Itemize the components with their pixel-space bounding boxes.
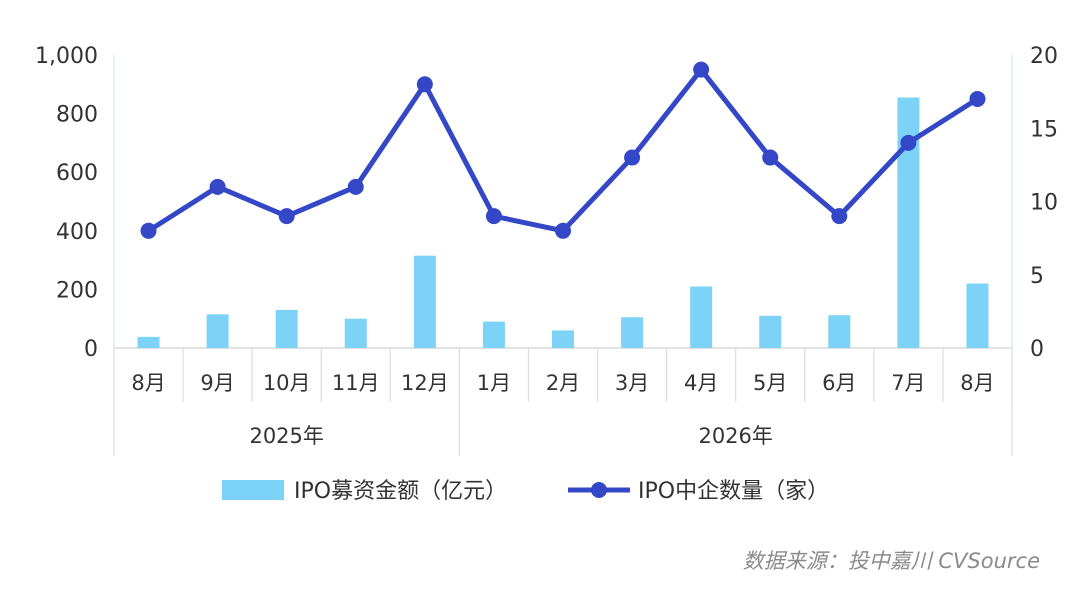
bar-series (137, 97, 989, 348)
line-point (347, 178, 364, 195)
y-left-tick-label: 400 (56, 220, 98, 245)
legend-line-marker (591, 482, 607, 498)
line-point (624, 149, 641, 166)
line-point (693, 61, 710, 78)
category-label: 3月 (615, 371, 649, 395)
group-label: 2026年 (698, 424, 772, 448)
y-right-tick-label: 20 (1030, 44, 1058, 69)
category-label: 8月 (960, 371, 994, 395)
legend: IPO募资金额（亿元） IPO中企数量（家） (222, 479, 829, 504)
y-right-tick-label: 15 (1030, 117, 1058, 142)
y-right-tick-label: 10 (1030, 191, 1058, 216)
category-axis: 8月 9月 10月 11月 12月 1月 2月 3月 4月 5月 6月 7月 8月 2025年 2026年 (113, 348, 1013, 456)
bar (621, 317, 644, 348)
bar (690, 286, 713, 348)
group-label: 2025年 (249, 424, 323, 448)
category-label: 12月 (401, 371, 449, 395)
category-label: 7月 (891, 371, 925, 395)
bar (137, 336, 160, 348)
line-point (209, 178, 226, 195)
y-left-tick-label: 800 (56, 103, 98, 128)
source-note: 数据来源：投中嘉川 CVSource (742, 549, 1040, 573)
legend-bar-swatch (222, 480, 284, 500)
line-series (140, 61, 986, 239)
category-label: 10月 (263, 371, 311, 395)
category-label: 11月 (332, 371, 380, 395)
bar (344, 318, 367, 348)
category-label: 5月 (753, 371, 787, 395)
line-point (485, 208, 502, 225)
category-label: 9月 (200, 371, 234, 395)
y-right-tick-label: 0 (1030, 337, 1044, 362)
bar (759, 315, 782, 348)
line-point (762, 149, 779, 166)
category-label: 6月 (822, 371, 856, 395)
bar (206, 314, 229, 348)
line-point (278, 208, 295, 225)
line-point (555, 222, 571, 239)
line-point (969, 90, 986, 107)
bar (897, 97, 920, 348)
y-left-tick-label: 600 (56, 161, 98, 186)
bar (828, 315, 851, 348)
series-line (146, 67, 980, 234)
category-label: 8月 (131, 371, 165, 395)
bar (482, 321, 505, 348)
bar (552, 330, 574, 348)
y-left-tick-label: 1,000 (35, 44, 98, 69)
category-label: 4月 (684, 371, 718, 395)
y-left-tick-label: 0 (84, 337, 98, 362)
category-label: 2月 (546, 371, 580, 395)
line-point (900, 134, 917, 151)
legend-line-label: IPO中企数量（家） (638, 479, 829, 504)
line-point (140, 222, 157, 239)
line-point (416, 76, 433, 93)
bar (275, 309, 298, 348)
bar (413, 255, 436, 348)
line-point (831, 208, 848, 225)
axes: 0 200 400 600 800 1,000 0 5 10 15 20 (35, 44, 1058, 362)
category-label: 1月 (477, 371, 511, 395)
y-left-tick-label: 200 (56, 278, 98, 303)
bar (966, 283, 989, 348)
y-right-tick-label: 5 (1030, 264, 1044, 289)
legend-bar-label: IPO募资金额（亿元） (294, 479, 507, 504)
